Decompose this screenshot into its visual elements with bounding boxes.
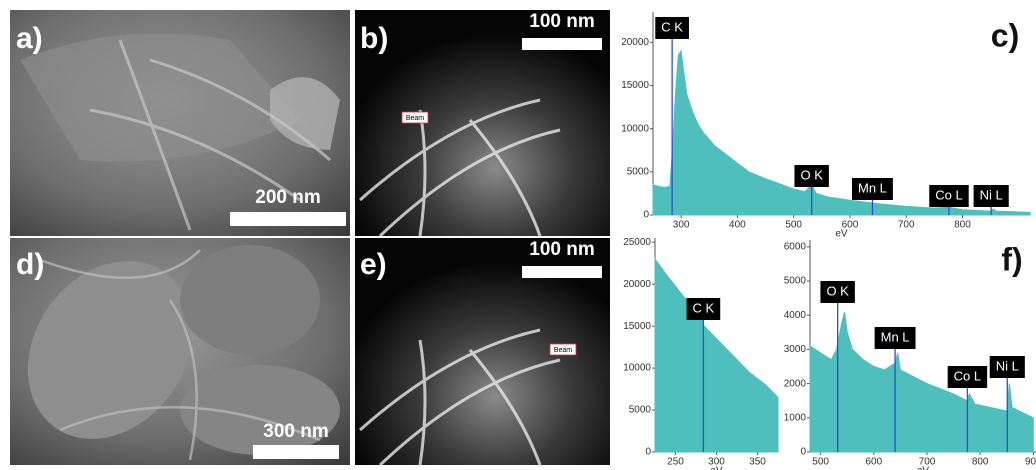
beam-marker-label: Beam	[554, 347, 572, 354]
y-tick-label: 15000	[623, 321, 651, 332]
panel-label: e)	[360, 248, 387, 281]
peak-label: C K	[661, 19, 683, 34]
y-tick-label: 4000	[784, 310, 807, 321]
peak-label: C K	[693, 300, 715, 315]
panel-label: d)	[16, 248, 44, 281]
scale-bar-label: 100 nm	[529, 239, 594, 260]
figure: a) b) d) e) 200 nm 100 nm 300 nm 100 nm …	[0, 0, 1036, 470]
peak-label: Ni L	[980, 187, 1003, 202]
x-tick-label: 800	[972, 457, 989, 468]
y-tick-label: 6000	[784, 241, 807, 252]
y-tick-label: 0	[645, 447, 651, 458]
y-tick-label: 10000	[621, 123, 649, 134]
y-tick-label: 25000	[623, 237, 651, 248]
x-tick-label: 800	[954, 220, 971, 231]
panel-label: f)	[1001, 241, 1022, 277]
x-tick-label: 900	[1025, 457, 1036, 468]
panel-label: a)	[16, 22, 43, 55]
y-tick-label: 20000	[623, 279, 651, 290]
spectrum	[653, 51, 1030, 215]
y-tick-label: 5000	[627, 166, 650, 177]
x-axis-label: eV	[835, 229, 848, 240]
y-tick-label: 0	[643, 210, 649, 221]
peak-label: O K	[826, 283, 849, 298]
scale-bar	[522, 38, 602, 50]
peak-label: Co L	[935, 187, 962, 202]
x-tick-label: 500	[785, 220, 802, 231]
y-tick-label: 20000	[621, 37, 649, 48]
x-tick-label: 500	[812, 457, 829, 468]
scale-bar	[522, 266, 602, 278]
scale-bar	[253, 445, 339, 459]
peak-label: Co L	[954, 368, 981, 383]
x-tick-label: 600	[865, 457, 882, 468]
y-tick-label: 10000	[623, 363, 651, 374]
scale-bar-label: 100 nm	[529, 11, 594, 32]
y-tick-label: 2000	[784, 378, 807, 389]
y-tick-label: 5000	[629, 405, 652, 416]
y-tick-label: 1000	[784, 412, 807, 423]
scale-bar-label: 300 nm	[263, 421, 328, 442]
scale-bar	[230, 212, 346, 226]
peak-label: Mn L	[858, 180, 887, 195]
y-tick-label: 15000	[621, 80, 649, 91]
x-axis-label: eV	[710, 466, 723, 470]
beam-marker-label: Beam	[406, 115, 424, 122]
panel-label: b)	[360, 22, 388, 55]
panel-label: c)	[991, 17, 1019, 53]
y-tick-label: 3000	[784, 344, 807, 355]
peak-label: Ni L	[996, 358, 1019, 373]
scale-bar-label: 200 nm	[255, 187, 320, 208]
spectrum	[810, 312, 1033, 452]
x-tick-label: 700	[898, 220, 915, 231]
peak-label: O K	[800, 167, 823, 182]
x-tick-label: 250	[667, 457, 684, 468]
y-tick-label: 0	[800, 447, 806, 458]
peak-label: Mn L	[881, 329, 910, 344]
x-tick-label: 300	[673, 220, 690, 231]
x-tick-label: 350	[749, 457, 766, 468]
spectrum	[655, 259, 778, 452]
x-axis-label: eV	[917, 466, 930, 470]
y-tick-label: 5000	[784, 276, 807, 287]
x-tick-label: 400	[729, 220, 746, 231]
